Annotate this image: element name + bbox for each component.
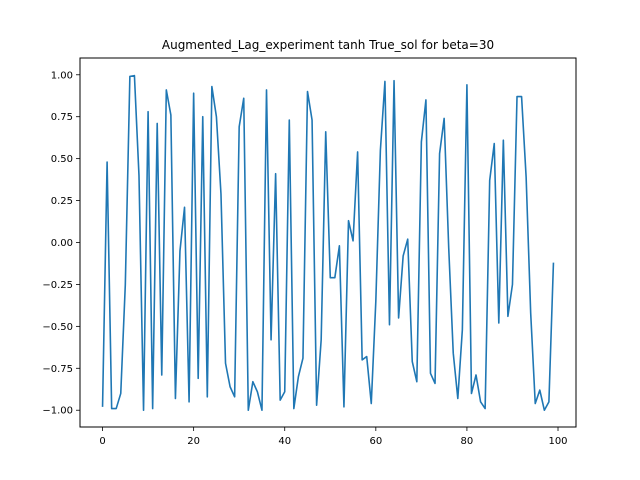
x-axis: 0 20 40 60 80 100 — [99, 427, 568, 447]
plot-area — [101, 74, 555, 412]
x-tick-label: 40 — [278, 436, 291, 447]
y-tick-label: −0.25 — [42, 280, 73, 291]
x-tick-label: 80 — [461, 436, 474, 447]
y-tick-label: 0.75 — [51, 112, 73, 123]
y-tick-label: 0.50 — [51, 154, 73, 165]
x-tick-label: 60 — [369, 436, 382, 447]
y-tick-label: 0.00 — [51, 238, 73, 249]
y-tick-label: −1.00 — [42, 406, 73, 417]
x-tick-label: 20 — [187, 436, 200, 447]
y-tick-label: 1.00 — [51, 70, 73, 81]
y-tick-label: 0.25 — [51, 196, 73, 207]
x-tick-label: 0 — [99, 436, 105, 447]
x-tick-label: 100 — [548, 436, 567, 447]
chart-title: Augmented_Lag_experiment tanh True_sol f… — [162, 38, 494, 52]
y-tick-label: −0.75 — [42, 364, 73, 375]
series-line-true-sol — [101, 74, 555, 412]
y-tick-label: −0.50 — [42, 322, 73, 333]
y-axis: −1.00 −0.75 −0.50 −0.25 0.00 0.25 0.50 0.75 1.00 — [42, 70, 80, 417]
